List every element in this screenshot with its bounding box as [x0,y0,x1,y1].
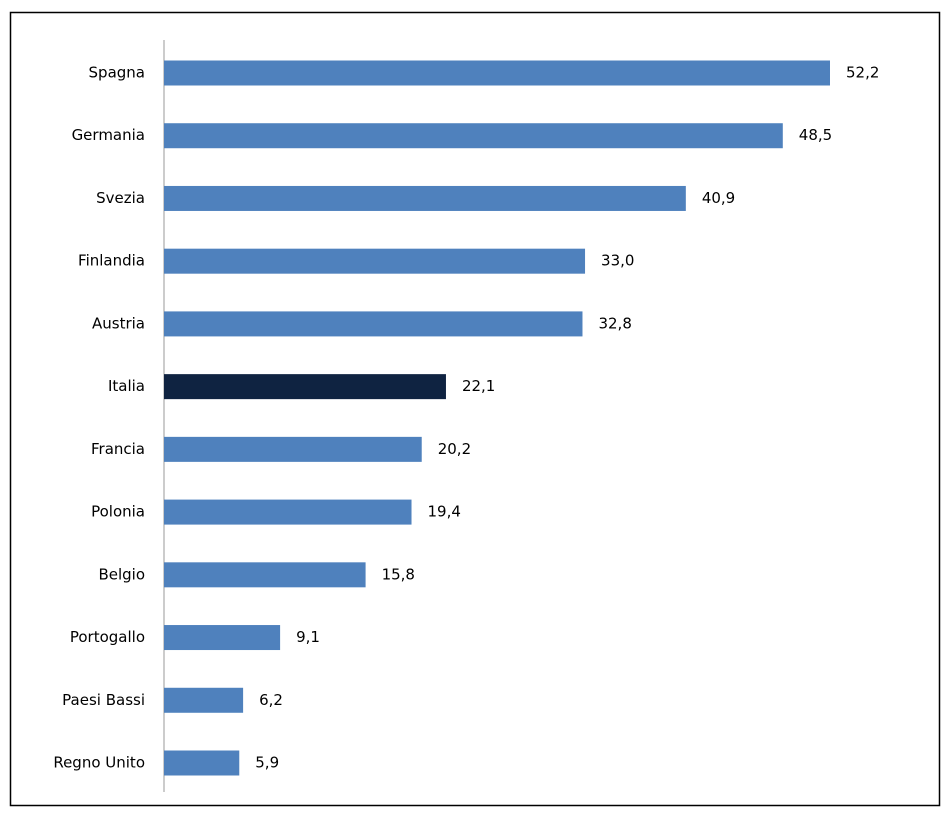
category-label: Finlandia [78,252,145,270]
bar [164,687,244,713]
bar [164,750,240,776]
bar [164,311,583,337]
bar [164,562,366,588]
bar [164,60,830,86]
value-label: 20,2 [438,440,471,458]
value-label: 5,9 [255,754,279,772]
category-label: Germania [72,126,145,144]
category-label: Portogallo [70,628,145,646]
bar [164,436,422,462]
category-label: Spagna [89,64,145,82]
category-label: Italia [108,377,145,395]
value-label: 32,8 [598,314,631,332]
category-label: Francia [91,440,145,458]
value-label: 6,2 [259,691,283,709]
category-label: Belgio [98,565,145,583]
value-label: 48,5 [799,126,832,144]
value-label: 40,9 [702,189,735,207]
category-label: Polonia [91,503,145,521]
bar [164,625,281,651]
value-label: 52,2 [846,64,879,82]
value-label: 22,1 [462,377,495,395]
bar [164,185,686,211]
bar [164,123,783,149]
value-label: 33,0 [601,252,634,270]
category-label: Paesi Bassi [62,691,145,709]
category-label: Regno Unito [53,754,145,772]
bar [164,374,446,400]
bar [164,248,586,274]
value-label: 19,4 [428,503,461,521]
category-label: Austria [92,314,145,332]
bar [164,499,412,525]
value-label: 15,8 [382,565,415,583]
value-label: 9,1 [296,628,320,646]
category-label: Svezia [96,189,145,207]
